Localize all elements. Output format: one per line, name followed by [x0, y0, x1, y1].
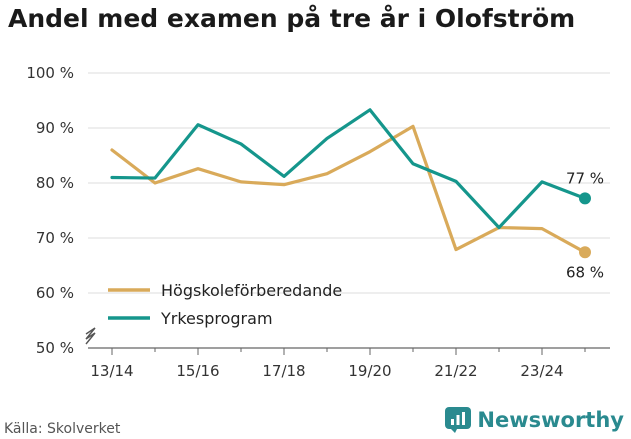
y-tick-label: 50 %	[36, 339, 74, 357]
series-lines	[110, 108, 587, 254]
x-tick-label: 21/22	[434, 362, 477, 380]
x-tick-label: 17/18	[262, 362, 305, 380]
series-line-1	[110, 124, 587, 254]
end-point-2	[579, 192, 591, 205]
x-tick-label: 15/16	[176, 362, 219, 380]
x-tick-label: 19/20	[348, 362, 391, 380]
brand-name: Newsworthy	[477, 408, 624, 432]
end-markers: 68 % 77 %	[566, 169, 604, 281]
y-tick-label: 90 %	[36, 119, 74, 137]
y-tick-label: 100 %	[26, 64, 74, 82]
series-line-2	[110, 108, 587, 230]
axis-break-icon	[85, 327, 96, 345]
chart-title: Andel med examen på tre år i Olofström	[8, 4, 576, 33]
y-tick-label: 70 %	[36, 229, 74, 247]
x-tick-label: 13/14	[90, 362, 133, 380]
axis-break-zigzag	[85, 327, 96, 345]
legend: Högskoleförberedande Yrkesprogram	[108, 281, 342, 328]
end-value-label-1: 68 %	[566, 263, 604, 281]
y-tick-label: 80 %	[36, 174, 74, 192]
x-tick-label: 23/24	[520, 362, 563, 380]
newsworthy-logo-icon	[445, 407, 472, 433]
y-axis-ticks: 50 % 60 % 70 % 80 % 90 % 100 %	[26, 64, 74, 357]
brand-logo: Newsworthy	[445, 407, 624, 433]
grid-lines	[88, 72, 610, 294]
legend-label-1: Högskoleförberedande	[161, 281, 342, 300]
legend-label-2: Yrkesprogram	[160, 309, 273, 328]
source-note: Källa: Skolverket	[4, 421, 121, 437]
x-axis: 13/14 15/16 17/18 19/20 21/22 23/24	[88, 347, 610, 380]
end-point-1	[579, 246, 591, 259]
end-value-label-2: 77 %	[566, 169, 604, 187]
y-tick-label: 60 %	[36, 284, 74, 302]
